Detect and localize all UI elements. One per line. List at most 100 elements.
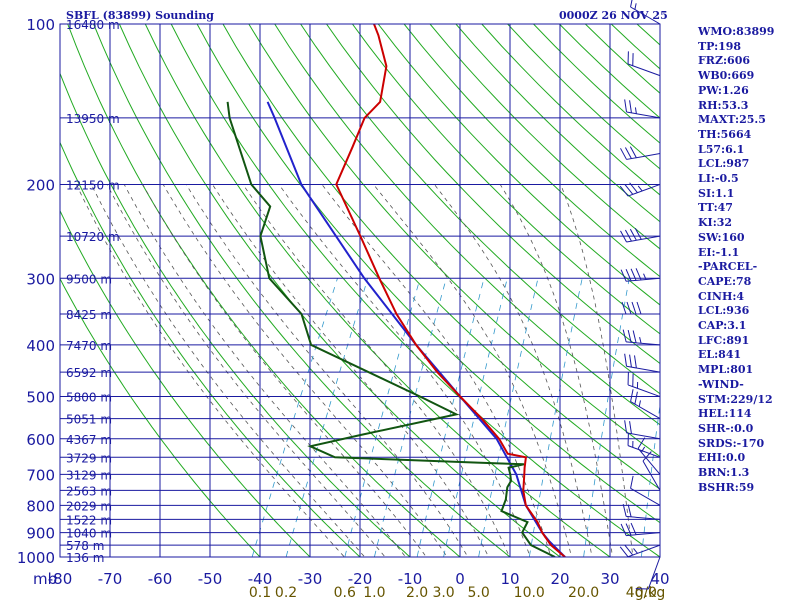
mixing-ratio-line <box>285 278 369 557</box>
wind-barb-feather <box>620 523 627 536</box>
moist-adiabat <box>76 184 345 557</box>
wind-barb-feather <box>629 146 637 158</box>
wind-barb-feather <box>630 475 634 489</box>
wind-barb-feather <box>619 185 629 197</box>
index-item: MAXT:25.5 <box>698 113 766 127</box>
index-item: SI:1.1 <box>698 186 735 200</box>
wind-barb-feather <box>622 503 627 517</box>
index-item: CINH:4 <box>698 289 745 303</box>
dry-adiabat <box>144 24 611 557</box>
wind-barb <box>624 420 661 440</box>
wind-barb-staff <box>630 6 661 25</box>
wind-barb-feather <box>624 147 632 159</box>
mixing-ratio-label: 5.0 <box>467 585 489 600</box>
wind-barb-feather <box>626 301 632 315</box>
index-item: WB0:669 <box>698 69 755 83</box>
wind-barb-feather <box>630 268 637 281</box>
dry-adiabats <box>60 24 660 557</box>
dry-adiabat <box>60 209 311 557</box>
dry-adiabat <box>429 24 660 250</box>
dewpoint-trace <box>226 101 556 557</box>
index-item: CAP:3.1 <box>698 319 747 333</box>
wind-barb-half-feather <box>634 107 637 114</box>
grid-lines <box>60 24 660 557</box>
pressure-tick-label: 200 <box>26 176 55 194</box>
height-label: 5800 m <box>66 391 112 405</box>
index-item: -WIND- <box>698 377 744 391</box>
index-item: BRN:1.3 <box>698 466 750 480</box>
wind-barb-feather <box>634 228 642 240</box>
moist-adiabat <box>373 184 573 557</box>
wind-barb <box>624 99 661 119</box>
wind-barb-feather <box>621 301 627 315</box>
wind-barb-staff <box>627 63 661 77</box>
wind-barb-feather <box>629 100 632 113</box>
height-label: 3729 m <box>66 451 112 465</box>
wind-barb <box>637 437 661 475</box>
index-item: CAPE:78 <box>698 274 752 288</box>
temperature-tick-label: -20 <box>348 570 373 588</box>
wind-barb-staff <box>626 341 661 346</box>
wind-barb-feather <box>620 230 627 243</box>
dry-adiabat <box>248 24 660 458</box>
wind-barb <box>627 372 661 398</box>
height-label: 1040 m <box>66 527 112 541</box>
temperature-tick-label: -10 <box>398 570 423 588</box>
dry-adiabat <box>222 24 660 490</box>
mixing-ratio-lines <box>251 278 660 557</box>
wind-barb-feather <box>620 148 627 160</box>
temperature-tick-label: 30 <box>600 570 619 588</box>
index-item: EI:-1.1 <box>698 245 740 259</box>
index-item: STM:229/12 <box>698 392 773 406</box>
pressure-tick-label: 500 <box>26 389 55 407</box>
mixing-ratio-label: 0.6 <box>334 585 356 600</box>
wind-barb <box>619 182 661 197</box>
wind-barb <box>627 51 661 77</box>
wind-barb-staff <box>627 384 661 398</box>
index-item: MPL:801 <box>698 363 754 377</box>
pressure-tick-label: 700 <box>26 466 55 484</box>
wind-barb-staff <box>626 432 661 440</box>
station-title: SBFL (83899) Sounding <box>66 9 214 22</box>
wind-barb-feather <box>625 523 632 536</box>
wind-barb-feather <box>629 228 637 241</box>
index-panel: WMO:83899 TP:198 FRZ:606 WB0:669 PW:1.26 RH:5… <box>698 25 774 496</box>
dry-adiabat <box>377 24 660 306</box>
moist-adiabat <box>162 184 448 557</box>
wind-barb-feather <box>642 451 652 462</box>
wind-barb-staff <box>627 445 661 458</box>
height-label: 16480 m <box>66 18 120 32</box>
wind-barb-feather <box>625 269 632 282</box>
height-label: 136 m <box>66 551 104 565</box>
wind-barb-staff <box>637 448 661 475</box>
pressure-tick-label: 100 <box>26 16 55 34</box>
height-label: 9500 m <box>66 272 112 286</box>
wind-barb <box>630 0 661 25</box>
height-label: 10720 m <box>66 230 120 244</box>
height-label: 5051 m <box>66 413 112 427</box>
temperature-tick-label: -80 <box>48 570 73 588</box>
moist-adiabat <box>434 184 593 557</box>
wind-barb-feather <box>629 421 632 434</box>
index-item: TT:47 <box>698 201 733 215</box>
dry-adiabat <box>60 277 261 557</box>
moist-adiabat <box>278 184 531 557</box>
moist-adiabat <box>106 184 386 557</box>
wind-barb-feather <box>635 268 642 281</box>
pressure-tick-label: 600 <box>26 431 55 449</box>
dry-adiabat <box>274 24 660 426</box>
dry-adiabat <box>403 24 660 278</box>
dry-adiabat <box>170 24 660 557</box>
mixing-ratio-label: 3.0 <box>432 585 454 600</box>
dry-adiabat <box>67 24 461 557</box>
wind-barb-feather <box>632 330 637 343</box>
wind-barb <box>619 544 661 558</box>
wind-barb <box>622 503 661 520</box>
height-label: 6592 m <box>66 366 112 380</box>
wind-barb-staff <box>626 365 661 373</box>
wind-barb-feather <box>630 522 637 535</box>
wind-barb-staff <box>626 277 661 282</box>
wind-barb-half-feather <box>634 3 637 10</box>
index-item: SRDS:-170 <box>698 436 765 450</box>
